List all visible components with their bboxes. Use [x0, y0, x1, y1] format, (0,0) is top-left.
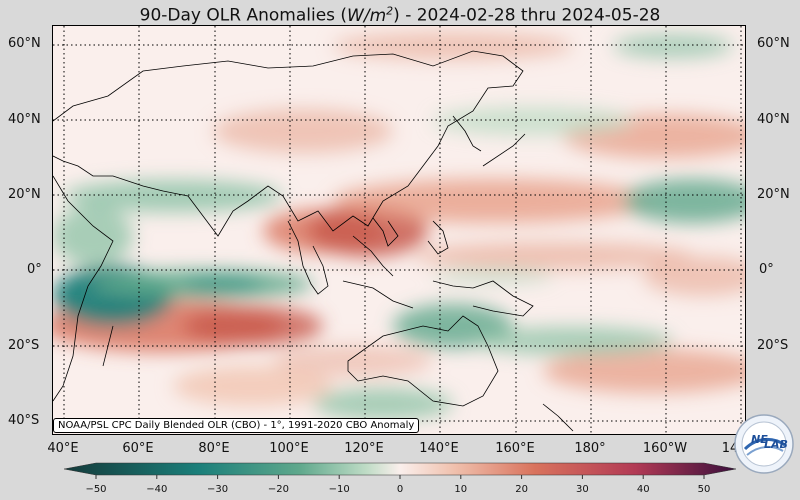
colorbar-tick-label: −40 [146, 484, 167, 495]
colorbar-tick-label: 50 [698, 484, 711, 495]
colorbar-tick-label: 0 [397, 484, 403, 495]
lat-label-right-40n: 40°N [757, 112, 790, 127]
lat-label-left-60n: 60°N [8, 36, 41, 51]
colorbar-tick-label: −30 [207, 484, 228, 495]
nexlab-logo: NE LAB [734, 414, 794, 474]
title-prefix: 90-Day OLR Anomalies ( [139, 5, 348, 26]
coastlines [53, 50, 574, 432]
lon-label-180: 180° [574, 441, 606, 456]
lon-label-60e: 60°E [122, 441, 154, 456]
lat-label-right-eq: 0° [759, 262, 774, 277]
map-canvas [53, 26, 745, 434]
lon-label-80e: 80°E [198, 441, 230, 456]
lat-label-left-20n: 20°N [8, 187, 41, 202]
colorbar-tick-label: 30 [576, 484, 589, 495]
data-source-credit: NOAA/PSL CPC Daily Blended OLR (CBO) - 1… [53, 418, 420, 433]
lat-label-left-40n: 40°N [8, 112, 41, 127]
colorbar-tick-label: −50 [85, 484, 106, 495]
graticule [53, 26, 745, 434]
lon-label-40e: 40°E [47, 441, 79, 456]
colorbar-ticks: −50 −40 −30 −20 −10 0 10 20 30 40 50 [85, 475, 710, 495]
title-suffix: ) - 2024-02-28 thru 2024-05-28 [393, 5, 661, 26]
lon-label-120e: 120°E [344, 441, 384, 456]
lon-label-160w: 160°W [642, 441, 688, 456]
map-title: 90-Day OLR Anomalies (W/m2) - 2024-02-28… [0, 0, 800, 26]
colorbar-tick-label: 20 [515, 484, 528, 495]
colorbar-gradient [63, 462, 737, 476]
logo-text-ne: NE [751, 433, 768, 446]
colorbar-tick-label: −10 [329, 484, 350, 495]
lon-label-160e: 160°E [495, 441, 535, 456]
lon-label-140w-partial: 14 [721, 441, 739, 456]
lat-label-left-20s: 20°S [8, 338, 40, 353]
lat-label-left-40s: 40°S [8, 413, 40, 428]
colorbar-tick-label: −20 [268, 484, 289, 495]
lat-label-right-20s: 20°S [757, 338, 789, 353]
colorbar-tick-label: 40 [637, 484, 650, 495]
colorbar: −50 −40 −30 −20 −10 0 10 20 30 40 50 [63, 462, 737, 495]
lat-label-right-20n: 20°N [757, 187, 790, 202]
lon-label-100e: 100°E [269, 441, 309, 456]
logo-text-lab: LAB [764, 438, 788, 451]
lat-label-left-eq: 0° [27, 262, 42, 277]
olr-anomaly-map [52, 25, 746, 435]
colorbar-tick-label: 10 [454, 484, 467, 495]
anomaly-field [53, 32, 745, 420]
lat-label-right-60n: 60°N [757, 36, 790, 51]
title-units: W/m2 [347, 4, 394, 26]
lon-label-140e: 140°E [419, 441, 459, 456]
